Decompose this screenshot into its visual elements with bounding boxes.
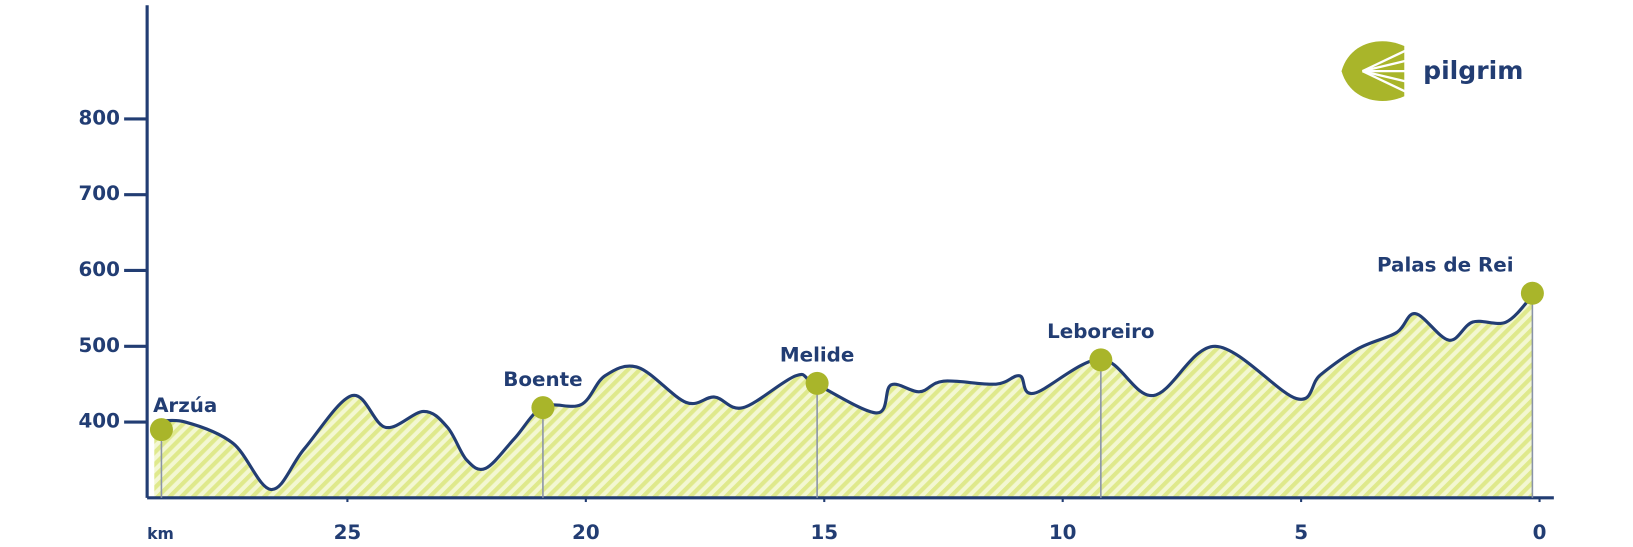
x-tick-label: 15 [810, 521, 838, 544]
x-tick-label: 0 [1533, 521, 1547, 544]
x-tick-label: 10 [1049, 521, 1077, 544]
logo [1341, 41, 1407, 101]
town-marker [805, 371, 829, 395]
area-fill [154, 295, 1533, 498]
y-tick-label: 800 [78, 106, 119, 129]
town-marker [531, 396, 555, 420]
x-axis-label: km [147, 524, 174, 543]
x-tick-label: 20 [572, 521, 600, 544]
brand-name: pilgrim [1423, 56, 1523, 85]
town-label: Boente [503, 368, 582, 391]
x-tick-label: 5 [1294, 521, 1308, 544]
x-tick-label: 25 [334, 521, 362, 544]
town-label: Arzúa [153, 394, 217, 417]
y-tick-label: 700 [78, 182, 119, 205]
town-marker [1520, 281, 1544, 305]
town-marker [149, 418, 173, 442]
y-tick-label: 500 [78, 334, 119, 357]
y-tick-label: 600 [78, 258, 119, 281]
y-tick-label: 400 [78, 410, 119, 433]
town-label: Melide [780, 344, 855, 367]
town-label: Leboreiro [1047, 320, 1155, 343]
logo-ribs [1361, 49, 1407, 94]
town-label: Palas de Rei [1377, 254, 1514, 277]
town-marker [1089, 348, 1113, 372]
